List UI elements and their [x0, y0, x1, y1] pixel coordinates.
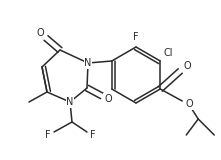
Text: O: O	[183, 61, 191, 71]
Text: F: F	[45, 130, 51, 140]
Text: N: N	[84, 58, 92, 68]
Text: O: O	[36, 28, 44, 38]
Text: N: N	[66, 97, 74, 107]
Text: F: F	[90, 130, 96, 140]
Text: Cl: Cl	[164, 48, 173, 58]
Text: O: O	[104, 94, 112, 104]
Text: F: F	[133, 32, 139, 42]
Text: O: O	[185, 99, 193, 109]
